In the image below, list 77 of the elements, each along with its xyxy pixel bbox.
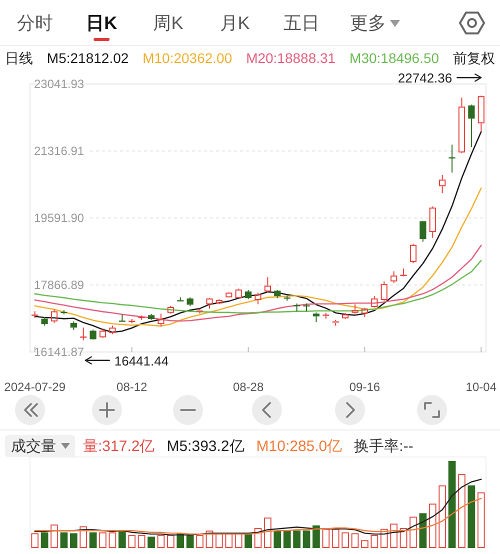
bar — [89, 532, 97, 548]
bar — [186, 534, 194, 548]
bar — [206, 530, 214, 548]
bar — [410, 516, 417, 548]
text: 五日 — [283, 13, 320, 33]
bar — [118, 531, 126, 548]
bar — [361, 540, 368, 548]
bar — [264, 518, 272, 548]
y-tick-label: 21316.91 — [34, 144, 84, 158]
bar — [302, 530, 310, 548]
bar — [448, 461, 456, 548]
annotation: 22742.36 — [398, 70, 452, 86]
bar — [148, 536, 155, 548]
bar — [254, 528, 262, 548]
y-tick-label: 16141.87 — [34, 345, 84, 359]
bar — [196, 534, 204, 548]
bar — [458, 474, 466, 548]
bar — [166, 534, 174, 548]
text: 前复权 — [453, 50, 495, 66]
text: 量:317.2亿 — [83, 438, 155, 454]
bar — [274, 530, 282, 548]
bar — [138, 534, 146, 548]
x-tick-label: 08-28 — [232, 380, 264, 394]
text: 更多 — [350, 13, 386, 33]
bar — [322, 528, 330, 548]
text: M20:18888.31 — [246, 50, 336, 66]
bar — [283, 530, 291, 548]
text: 分时 — [17, 13, 53, 33]
bar — [60, 532, 68, 548]
text: M10:285.0亿 — [256, 438, 342, 454]
bar — [216, 533, 223, 548]
bar — [351, 533, 359, 548]
bar — [70, 533, 78, 548]
y-tick-label: 19591.90 — [34, 211, 84, 225]
annotation: 16441.44 — [84, 352, 169, 368]
bar — [234, 533, 242, 548]
control-indicator-menu: 成交量 — [5, 435, 75, 457]
text: M30:18496.50 — [350, 50, 440, 66]
y-tick-label: 23041.93 — [34, 77, 84, 91]
bar — [419, 513, 427, 548]
bar — [40, 532, 48, 548]
annotation: 22742.36 — [398, 70, 482, 86]
bar — [312, 525, 320, 548]
text: 日线 — [5, 50, 33, 66]
bar — [477, 492, 485, 548]
x-tick-label: 2024-07-29 — [4, 380, 66, 394]
text: 月K — [220, 13, 250, 33]
bar — [225, 533, 233, 548]
x-tick-label: 08-12 — [116, 380, 148, 394]
line-series — [34, 187, 482, 327]
bar — [380, 528, 388, 548]
text: 周K — [153, 13, 184, 33]
bar — [128, 534, 136, 548]
bar — [428, 504, 436, 548]
bar — [332, 528, 340, 548]
bar — [108, 532, 116, 548]
bar — [31, 533, 39, 548]
text: M5:393.2亿 — [166, 438, 244, 454]
bar — [50, 524, 58, 548]
text: 日K — [86, 13, 118, 33]
bar — [80, 526, 88, 548]
bar — [293, 530, 300, 548]
bar — [370, 534, 378, 548]
bar — [342, 532, 350, 548]
x-tick-label: 10-04 — [466, 380, 497, 394]
text: 换手率:-- — [354, 438, 414, 454]
y-tick-label: 17866.89 — [34, 278, 84, 292]
text: M5:21812.02 — [46, 50, 129, 66]
bar — [99, 532, 106, 548]
bar — [468, 485, 476, 548]
text: M10:20362.00 — [142, 50, 232, 66]
bar — [390, 524, 398, 548]
bar — [157, 534, 165, 548]
bar — [400, 528, 408, 548]
bar — [438, 485, 446, 548]
x-tick-label: 09-16 — [349, 380, 380, 394]
line-series — [34, 260, 482, 314]
